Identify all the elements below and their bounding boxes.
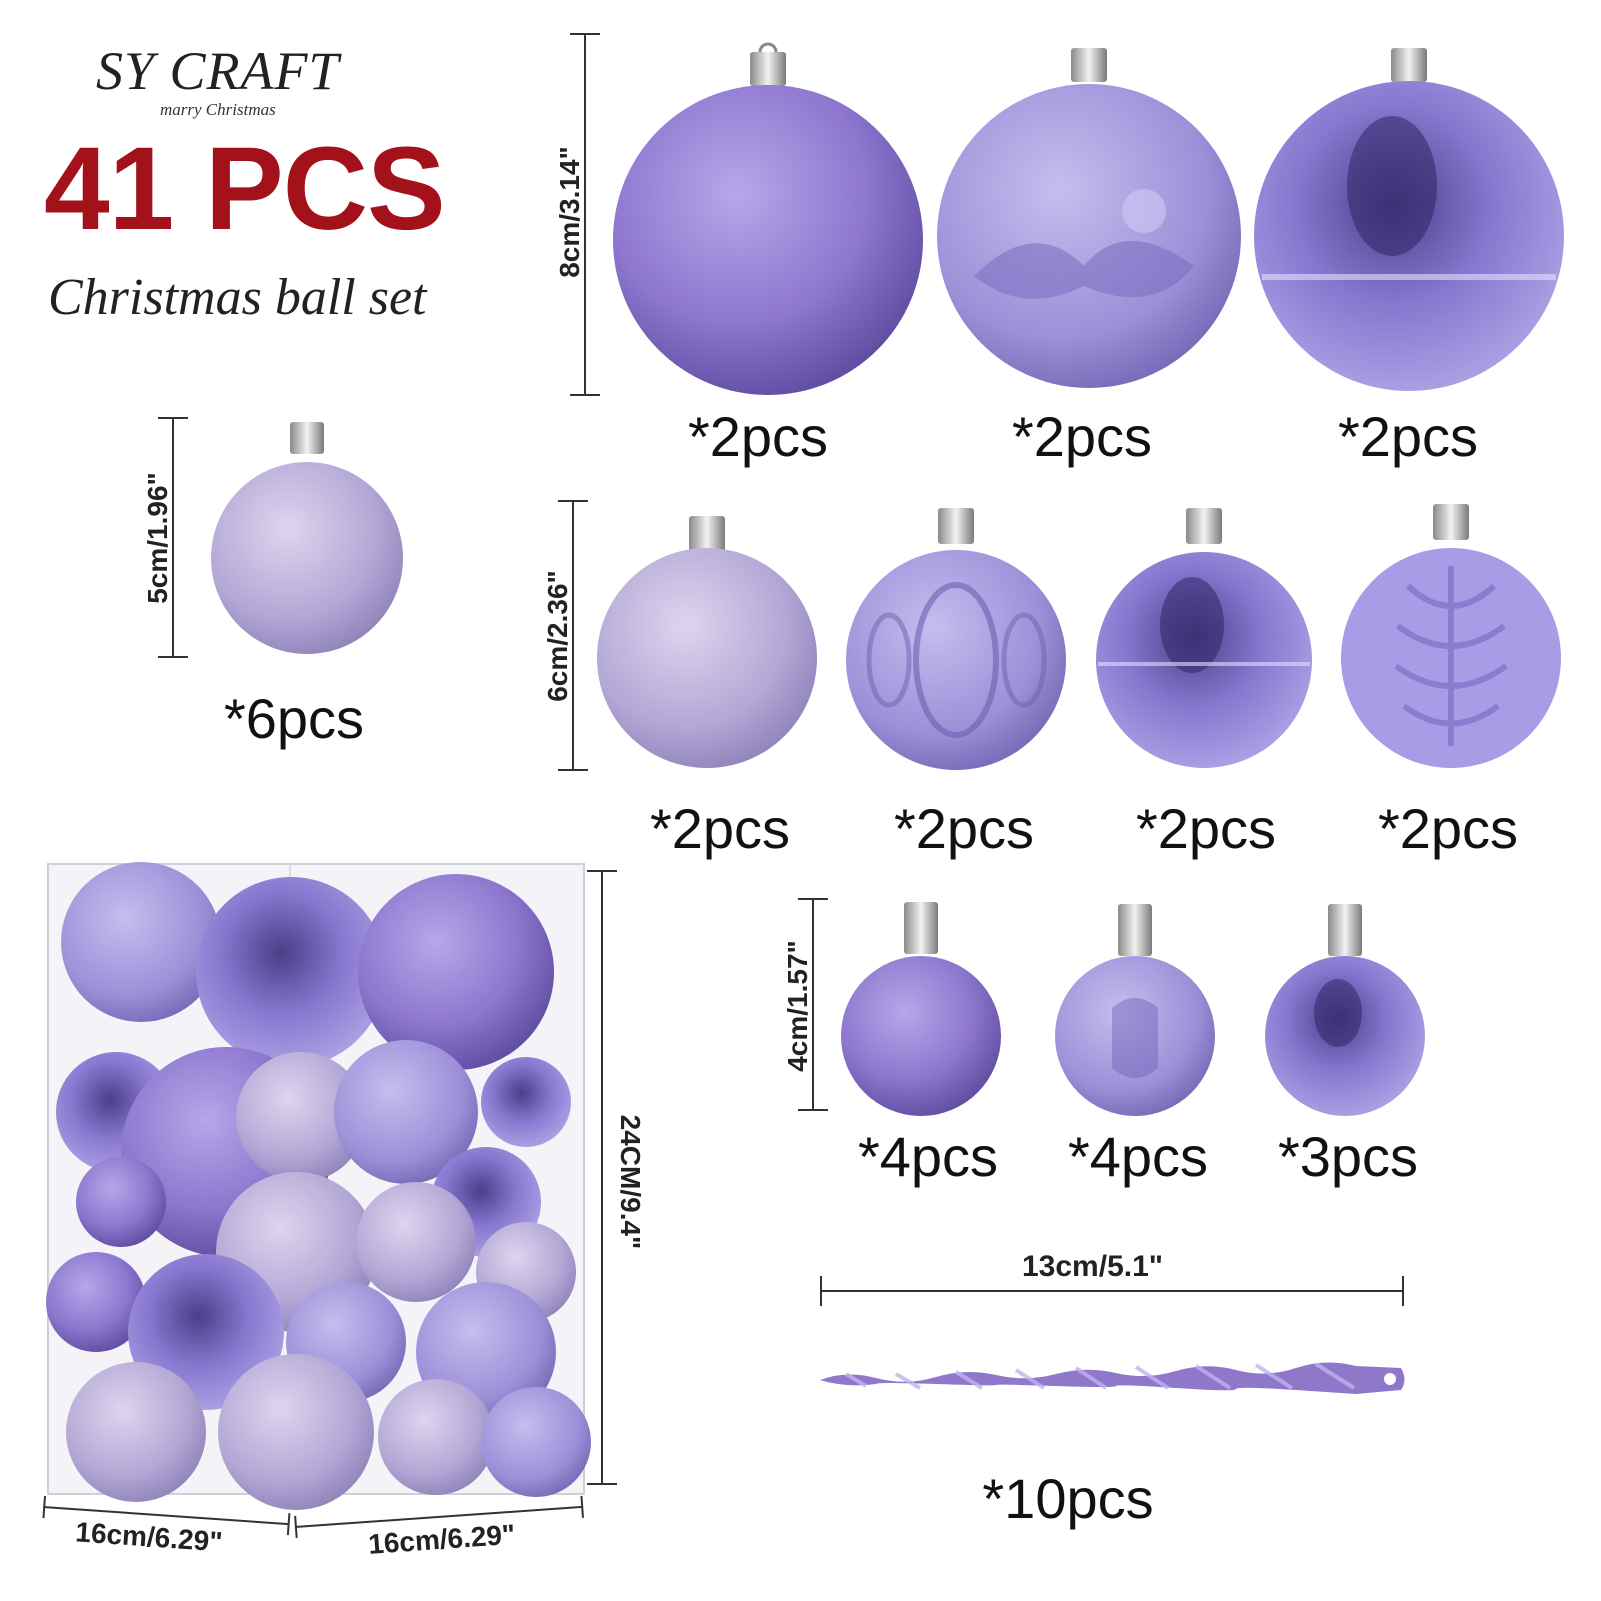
set-title: Christmas ball set bbox=[48, 269, 427, 326]
dimension-line-5cm bbox=[172, 417, 174, 657]
glitter-ball-icon bbox=[613, 42, 923, 395]
brand-name: SY CRAFT bbox=[96, 41, 340, 101]
gift-box-icon bbox=[46, 862, 591, 1510]
quantity-label: *2pcs bbox=[1377, 797, 1519, 860]
box-height-label: 24CM/9.4" bbox=[615, 1114, 646, 1250]
dimension-cap bbox=[158, 656, 188, 658]
shiny-ball-icon bbox=[1096, 508, 1312, 768]
embossed-ball-icon bbox=[846, 508, 1066, 770]
dimension-line-8cm bbox=[584, 33, 586, 395]
matte-ball-icon bbox=[597, 516, 817, 768]
piece-count: 41 PCS bbox=[44, 123, 446, 255]
box-width-left-dimension: 16cm/6.29" bbox=[40, 1496, 294, 1573]
box-width-left-label: 16cm/6.29" bbox=[74, 1516, 224, 1558]
quantity-label: *4pcs bbox=[857, 1125, 999, 1188]
quantity-label: *2pcs bbox=[687, 405, 829, 468]
brand-tagline: marry Christmas bbox=[160, 100, 276, 119]
shiny-ball-icon bbox=[1254, 48, 1564, 391]
shiny-ball-icon bbox=[1265, 904, 1425, 1116]
size-label-icicle: 13cm/5.1" bbox=[1022, 1250, 1163, 1283]
quantity-label: *6pcs bbox=[223, 687, 365, 750]
embossed-ball-icon bbox=[1055, 904, 1215, 1116]
box-width-right-label: 16cm/6.29" bbox=[367, 1518, 517, 1560]
dimension-cap bbox=[1402, 1276, 1404, 1306]
quantity-label: *4pcs bbox=[1067, 1125, 1209, 1188]
dimension-cap bbox=[286, 1513, 291, 1536]
dimension-line-4cm bbox=[812, 898, 814, 1110]
quantity-label: *3pcs bbox=[1277, 1125, 1419, 1188]
dimension-cap bbox=[820, 1276, 822, 1306]
size-label-8cm: 8cm/3.14" bbox=[554, 146, 585, 278]
dimension-cap bbox=[158, 417, 188, 419]
quantity-label: *2pcs bbox=[893, 797, 1035, 860]
dimension-line-6cm bbox=[572, 500, 574, 770]
size-label-6cm: 6cm/2.36" bbox=[542, 570, 573, 702]
dimension-cap bbox=[798, 1109, 828, 1111]
embossed-ball-icon bbox=[1341, 504, 1561, 768]
dimension-cap bbox=[558, 500, 588, 502]
matte-ball-icon bbox=[211, 422, 403, 654]
dimension-cap bbox=[580, 1495, 584, 1518]
quantity-label: *10pcs bbox=[982, 1467, 1154, 1530]
quantity-label: *2pcs bbox=[1011, 405, 1153, 468]
santa-sleigh-ball-icon bbox=[937, 48, 1241, 388]
quantity-label: *2pcs bbox=[1135, 797, 1277, 860]
size-label-5cm: 5cm/1.96" bbox=[142, 472, 173, 604]
dimension-line-icicle bbox=[820, 1290, 1404, 1292]
dimension-cap bbox=[798, 898, 828, 900]
quantity-label: *2pcs bbox=[649, 797, 791, 860]
dimension-cap bbox=[570, 33, 600, 35]
quantity-label: *2pcs bbox=[1337, 405, 1479, 468]
dimension-cap bbox=[587, 1483, 617, 1485]
dimension-cap bbox=[587, 870, 617, 872]
size-label-4cm: 4cm/1.57" bbox=[782, 940, 813, 1072]
dimension-line-box-height bbox=[601, 870, 603, 1484]
glitter-ball-icon bbox=[841, 902, 1001, 1116]
dimension-cap bbox=[570, 394, 600, 396]
icicle-icon bbox=[820, 1362, 1405, 1394]
box-width-right-dimension: 16cm/6.29" bbox=[294, 1494, 587, 1574]
dimension-cap bbox=[558, 769, 588, 771]
